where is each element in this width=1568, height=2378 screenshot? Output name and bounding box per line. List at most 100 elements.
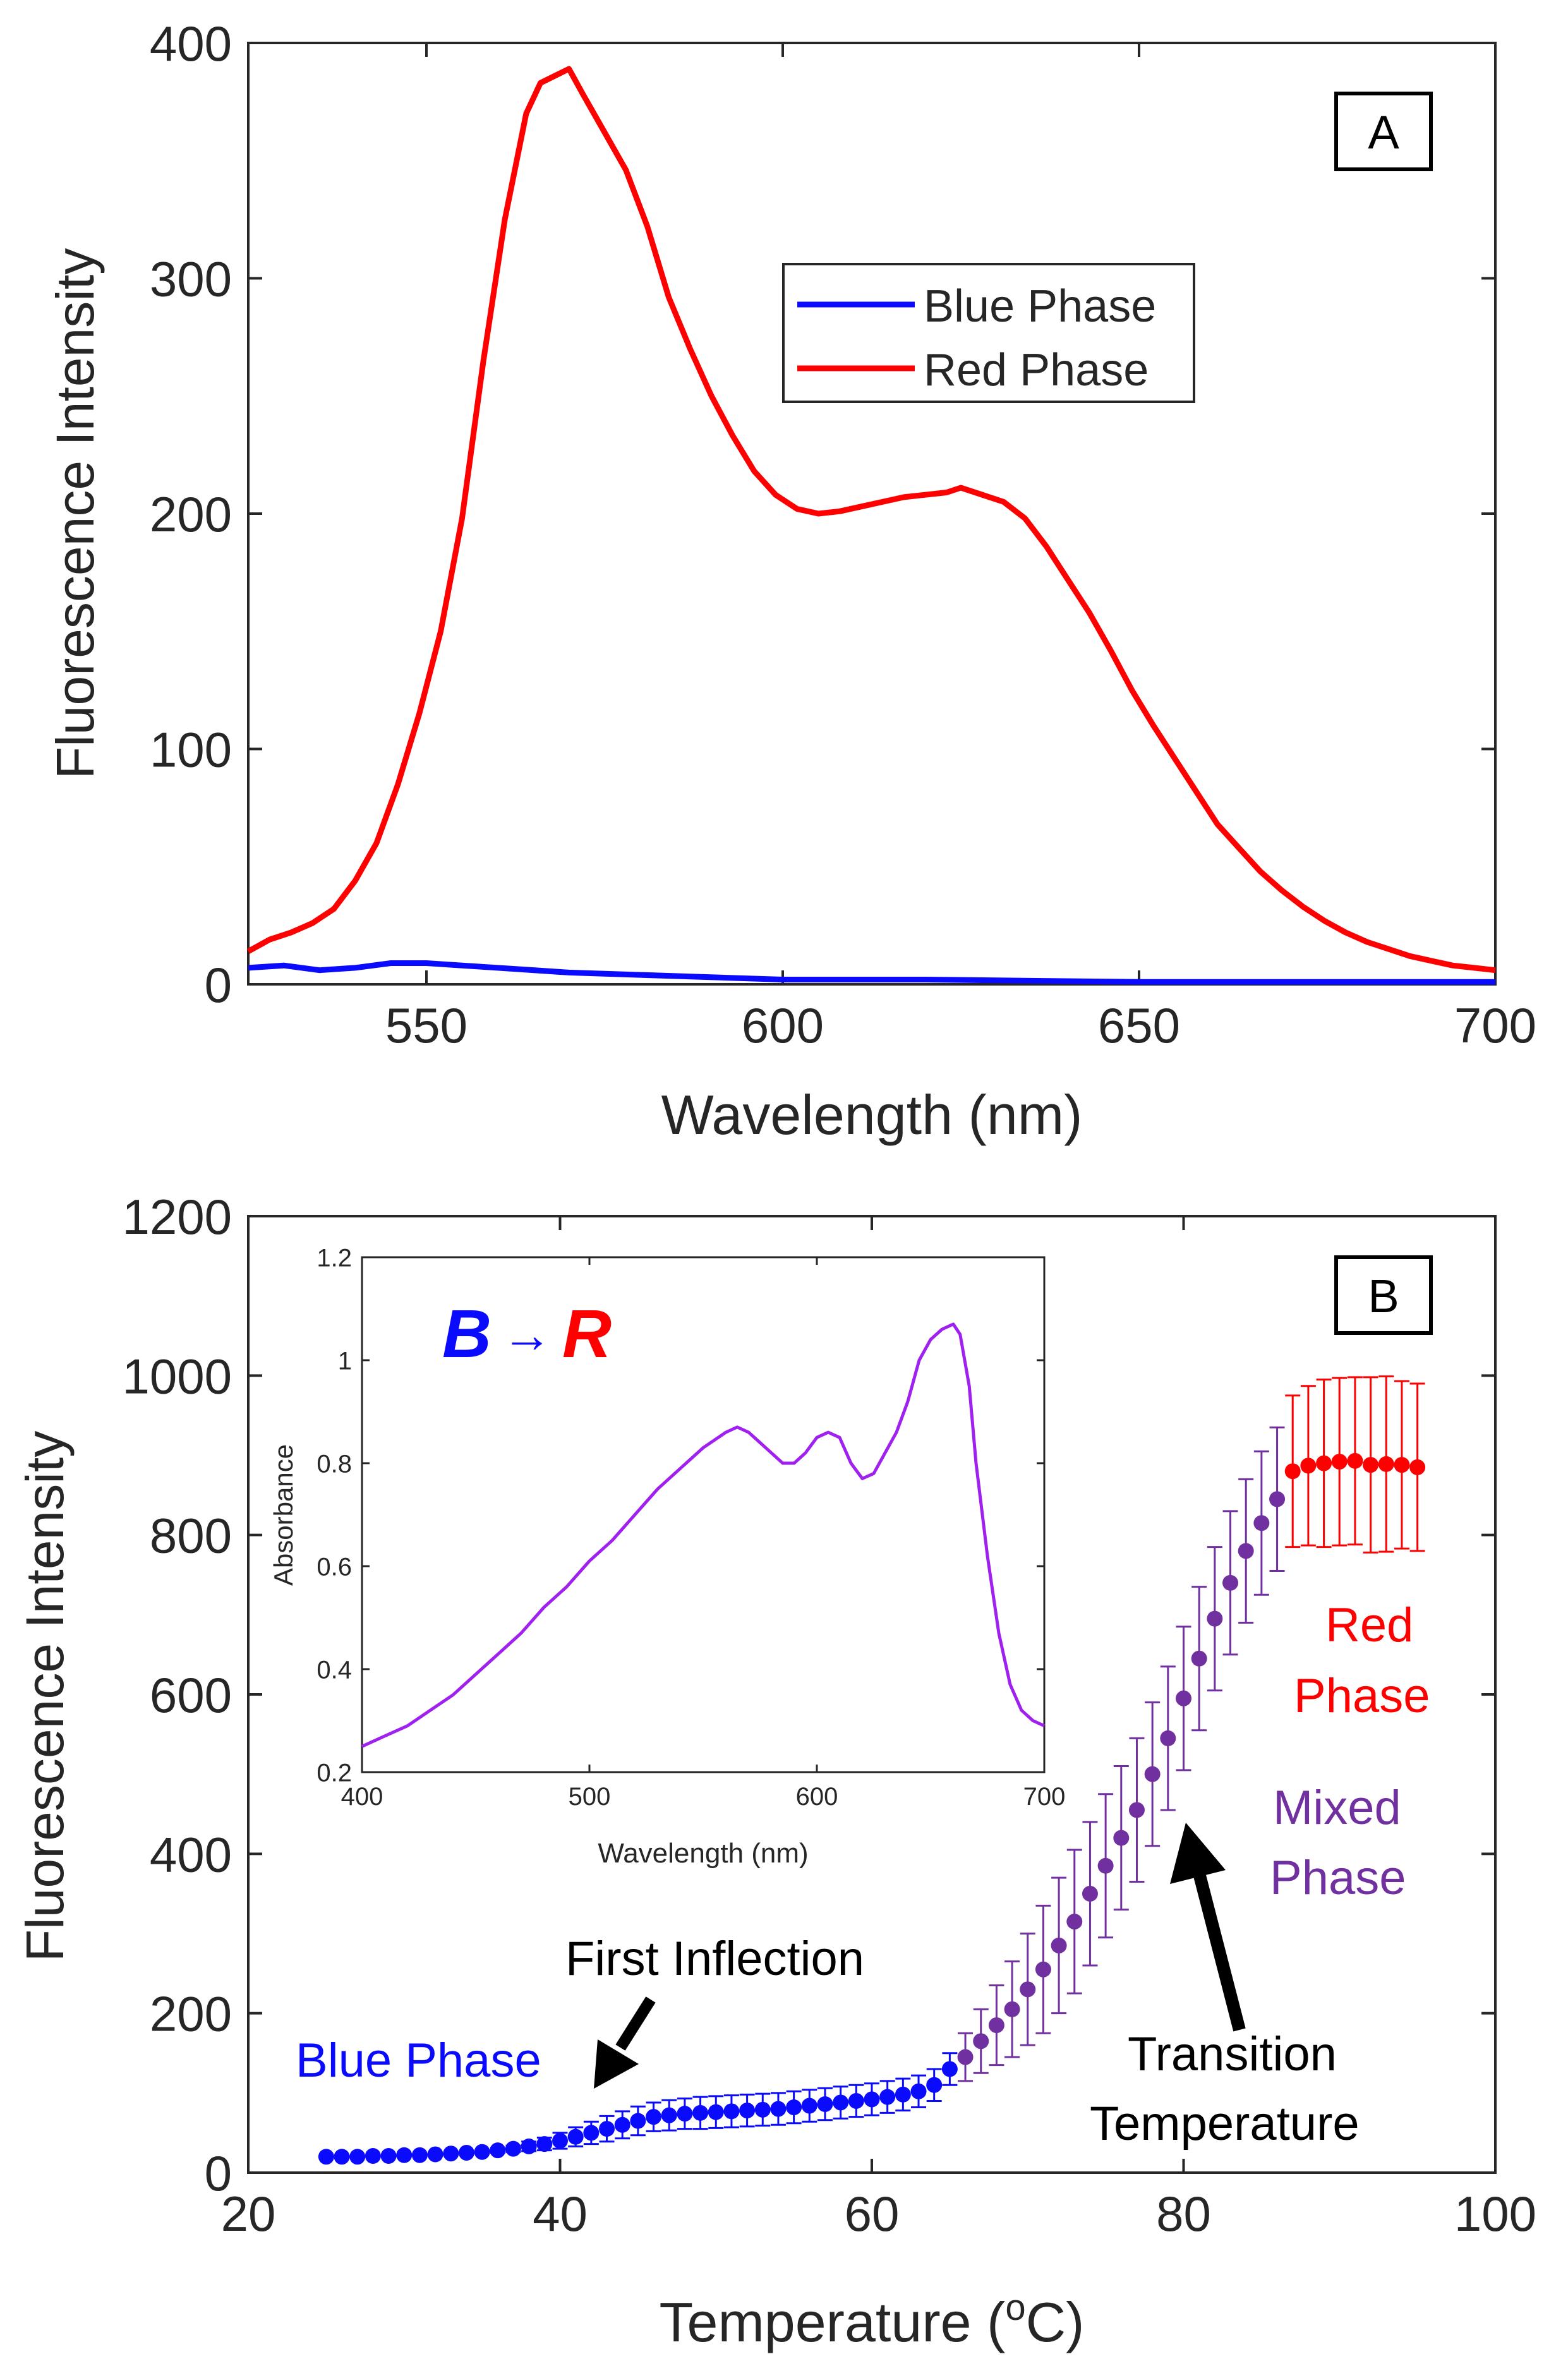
- y-tick-label: 1: [338, 1347, 352, 1375]
- y-tick-label: 200: [150, 486, 232, 542]
- data-point-blue-phase: [833, 2094, 849, 2111]
- data-point-blue-phase: [583, 2125, 600, 2141]
- annotation-mixed: Mixed: [1273, 1781, 1401, 1835]
- data-point-mixed-phase: [1082, 1885, 1098, 1902]
- data-point-blue-phase: [334, 2149, 350, 2165]
- data-point-red-phase: [1409, 1459, 1426, 1475]
- data-point-blue-phase: [786, 2099, 802, 2116]
- x-tick-label: 20: [221, 2186, 276, 2242]
- data-point-red-phase: [1347, 1452, 1363, 1469]
- data-point-mixed-phase: [1207, 1610, 1223, 1627]
- inset-title-r: R: [562, 1295, 612, 1372]
- annotation-mixed-phase-line2: Phase: [1270, 1851, 1406, 1905]
- series-line-blue-phase: [248, 960, 1495, 985]
- x-tick-label: 550: [385, 998, 467, 1053]
- inset-absorbance-line: [361, 1322, 1046, 1748]
- data-point-red-phase: [1378, 1456, 1394, 1472]
- annotation-red-phase-line2: Phase: [1294, 1669, 1430, 1723]
- legend-label-blue-phase: Blue Phase: [924, 281, 1156, 332]
- x-tick-label: 80: [1156, 2186, 1211, 2242]
- inset-title-arrow: →: [502, 1307, 552, 1363]
- panel-b-label: B: [1368, 1270, 1399, 1322]
- y-tick-label: 400: [150, 1826, 232, 1882]
- data-point-blue-phase: [723, 2103, 740, 2120]
- data-point-blue-phase: [474, 2144, 490, 2160]
- data-point-blue-phase: [692, 2104, 709, 2121]
- data-point-mixed-phase: [1128, 1802, 1145, 1818]
- x-tick-label: 650: [1098, 998, 1180, 1053]
- series-line-red-phase: [246, 66, 1496, 974]
- data-point-red-phase: [1284, 1463, 1301, 1480]
- data-point-blue-phase: [941, 2061, 958, 2077]
- inset-x-axis-label: Wavelength (nm): [598, 1838, 808, 1869]
- panel-b-x-axis-label: Temperature (oC): [660, 2287, 1085, 2353]
- y-tick-label: 0.8: [317, 1450, 352, 1478]
- x-tick-label: 600: [796, 1783, 838, 1811]
- data-point-mixed-phase: [973, 2033, 989, 2049]
- x-tick-label: 100: [1454, 2186, 1536, 2242]
- y-tick-label: 1.2: [317, 1244, 352, 1272]
- data-point-blue-phase: [754, 2101, 771, 2118]
- data-point-blue-phase: [614, 2116, 630, 2133]
- inset-plot-frame: [361, 1256, 1046, 1773]
- data-point-red-phase: [1316, 1455, 1332, 1471]
- data-point-blue-phase: [505, 2140, 521, 2157]
- data-point-mixed-phase: [1113, 1830, 1130, 1846]
- data-point-mixed-phase: [1020, 1981, 1036, 1998]
- x-tick-label: 700: [1023, 1783, 1066, 1811]
- data-point-blue-phase: [521, 2138, 537, 2154]
- data-point-mixed-phase: [1004, 2001, 1020, 2017]
- annotation-blue-phase: Blue Phase: [296, 2034, 541, 2087]
- y-tick-label: 800: [150, 1508, 232, 1564]
- data-point-blue-phase: [318, 2149, 334, 2165]
- data-point-mixed-phase: [1035, 1961, 1051, 1977]
- panel-a-label-box: A: [1334, 92, 1433, 171]
- y-tick-label: 100: [150, 722, 232, 778]
- data-point-blue-phase: [490, 2142, 506, 2159]
- annotation-transition: Transition: [1128, 2027, 1337, 2081]
- data-point-blue-phase: [599, 2121, 615, 2137]
- y-tick-label: 1000: [122, 1348, 232, 1404]
- x-tick-label: 40: [533, 2186, 588, 2242]
- legend-box: [782, 263, 1195, 403]
- data-point-red-phase: [1394, 1457, 1410, 1473]
- y-tick-label: 0.4: [317, 1656, 352, 1684]
- data-point-blue-phase: [910, 2083, 927, 2099]
- data-point-mixed-phase: [1222, 1574, 1239, 1591]
- panel-a-ticks: 550 600 650 700 0 100 200 300 400: [150, 16, 1536, 1053]
- panel-a-chart: 550 600 650 700 0 100 200 300 400 Wavelength (nm…: [45, 16, 1536, 1146]
- data-point-blue-phase: [817, 2096, 833, 2112]
- data-point-blue-phase: [864, 2091, 880, 2108]
- data-point-mixed-phase: [1176, 1690, 1191, 1706]
- data-point-blue-phase: [801, 2097, 817, 2114]
- data-point-blue-phase: [739, 2103, 756, 2119]
- data-point-mixed-phase: [1269, 1491, 1286, 1507]
- x-tick-label: 600: [742, 998, 824, 1053]
- inset-y-axis-label: Absorbance: [268, 1444, 298, 1586]
- annotation-temperature: Temperature: [1090, 2097, 1360, 2151]
- data-point-blue-phase: [646, 2109, 662, 2125]
- panel-a-x-axis-label: Wavelength (nm): [661, 1083, 1083, 1146]
- y-tick-label: 0: [205, 2146, 232, 2201]
- data-point-blue-phase: [365, 2148, 381, 2164]
- data-point-mixed-phase: [1238, 1543, 1254, 1559]
- data-point-mixed-phase: [1051, 1937, 1067, 1953]
- x-tick-label: 500: [569, 1783, 611, 1811]
- data-point-blue-phase: [396, 2147, 413, 2163]
- absorbance-inset-chart: 400 500 600 700 0.2 0.4 0.6 0.8 1 1.2 Wavelength …: [268, 1244, 1065, 1869]
- data-point-mixed-phase: [1144, 1766, 1161, 1782]
- inset-title-b: B: [442, 1295, 492, 1372]
- panel-a-series: [246, 66, 1496, 985]
- panel-a-plot-frame: [247, 42, 1497, 986]
- panel-b-label-box: B: [1334, 1255, 1433, 1335]
- inset-title: B → R: [442, 1295, 612, 1372]
- legend-label-red-phase: Red Phase: [924, 345, 1149, 395]
- y-tick-label: 400: [150, 16, 232, 71]
- degree-superscript: o: [1005, 2287, 1025, 2328]
- data-point-mixed-phase: [1253, 1515, 1270, 1531]
- panel-b-series: [318, 1375, 1426, 2165]
- data-point-blue-phase: [770, 2101, 787, 2117]
- transition-temperature-arrow: [1170, 1823, 1246, 2032]
- data-point-mixed-phase: [957, 2049, 974, 2065]
